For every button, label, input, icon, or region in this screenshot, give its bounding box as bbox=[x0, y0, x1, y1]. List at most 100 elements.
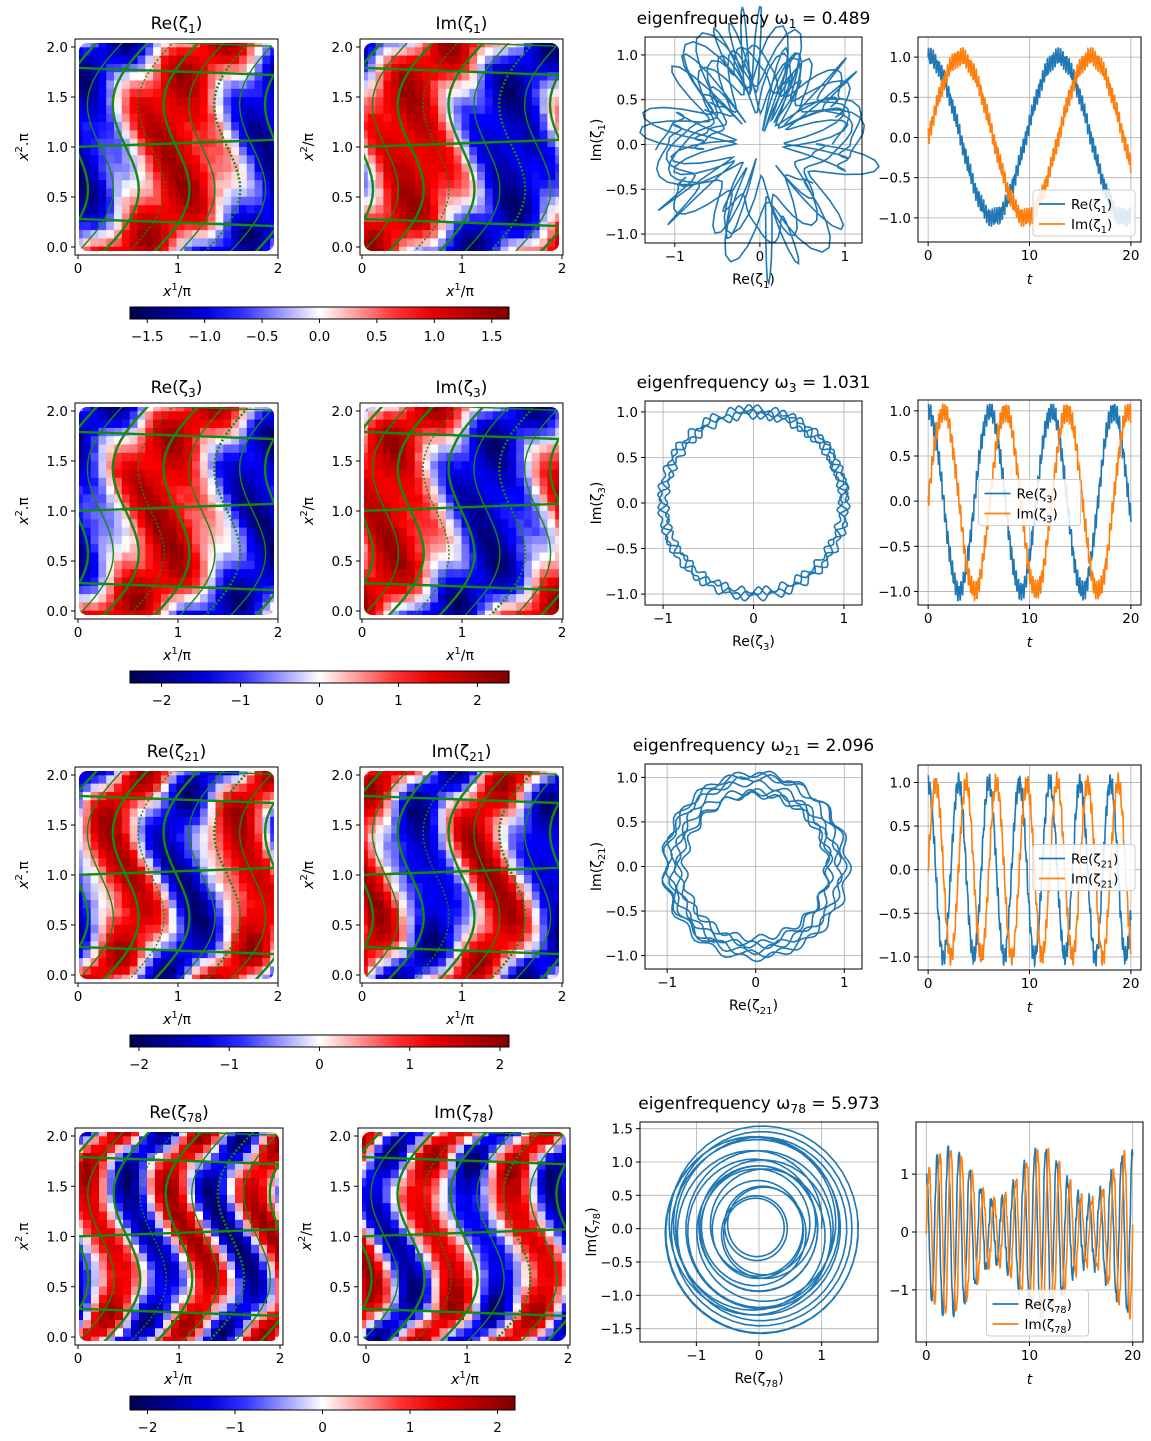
heatmap-cell bbox=[98, 966, 107, 976]
heatmap-cell bbox=[145, 80, 154, 90]
heatmap-cell bbox=[555, 113, 559, 123]
heatmap-cell bbox=[547, 419, 556, 429]
heatmap-cell bbox=[121, 436, 131, 446]
heatmap-cell bbox=[399, 585, 408, 595]
heatmap-xlabel: x1/π bbox=[445, 1010, 474, 1028]
heatmap-cell bbox=[79, 771, 84, 776]
heatmap-cell bbox=[168, 407, 178, 412]
heatmap-cell bbox=[179, 1286, 188, 1296]
heatmap-cell bbox=[79, 816, 84, 826]
heatmap-cell bbox=[516, 941, 525, 951]
heatmap-cell bbox=[79, 1228, 84, 1238]
heatmap-cell bbox=[223, 122, 232, 131]
heatmap-cell bbox=[430, 461, 439, 471]
heatmap-cell bbox=[516, 850, 525, 859]
heatmap-cell bbox=[207, 452, 217, 462]
heatmap-cell bbox=[539, 88, 548, 98]
heatmap-cell bbox=[406, 230, 416, 239]
heatmap-cell bbox=[414, 535, 424, 545]
heatmap-cell bbox=[492, 97, 502, 107]
heatmap-cell bbox=[176, 899, 185, 909]
heatmap-cell bbox=[98, 43, 107, 48]
heatmap-cell bbox=[114, 883, 123, 893]
phase-xtick-label: 0 bbox=[751, 975, 760, 991]
heatmap-cell bbox=[484, 113, 494, 123]
heatmap-cell bbox=[91, 1311, 100, 1321]
heatmap-cell bbox=[215, 552, 224, 562]
heatmap-cell bbox=[262, 519, 271, 529]
heatmap-cell bbox=[176, 602, 185, 612]
heatmap-cell bbox=[508, 205, 517, 215]
heatmap-cell bbox=[399, 444, 408, 454]
heatmap-cell bbox=[254, 43, 263, 48]
heatmap-cell bbox=[438, 775, 447, 785]
heatmap-cell bbox=[207, 246, 217, 251]
heatmap-cell bbox=[422, 933, 431, 943]
heatmap-cell bbox=[223, 138, 232, 148]
heatmap-cell bbox=[121, 808, 131, 818]
heatmap-cell bbox=[262, 866, 271, 876]
streamlines bbox=[79, 771, 274, 979]
heatmap-cell bbox=[262, 436, 271, 446]
heatmap-cell bbox=[469, 610, 478, 615]
heatmap-cell bbox=[477, 461, 486, 471]
heatmap-cell bbox=[99, 1320, 108, 1329]
heatmap-cell bbox=[492, 577, 502, 587]
heatmap-cell bbox=[207, 585, 217, 595]
heatmap-cell bbox=[422, 560, 431, 570]
heatmap-cell bbox=[168, 213, 178, 223]
heatmap-cell bbox=[438, 436, 447, 446]
heatmap-cell bbox=[90, 569, 99, 579]
heatmap-cell bbox=[106, 949, 115, 959]
heatmap-cell bbox=[414, 833, 424, 843]
heatmap-cell bbox=[539, 552, 548, 562]
heatmap-cell bbox=[364, 97, 369, 107]
heatmap-cell bbox=[153, 924, 162, 934]
heatmap-cell bbox=[539, 791, 548, 801]
heatmap-cell bbox=[147, 1278, 156, 1288]
heatmap-cell bbox=[184, 800, 193, 810]
heatmap-cell bbox=[176, 594, 185, 603]
heatmap-cell bbox=[160, 783, 170, 793]
heatmap-cell bbox=[492, 427, 502, 437]
heatmap-cell bbox=[383, 419, 392, 429]
heatmap-cell bbox=[199, 122, 209, 131]
heatmap-cell bbox=[524, 569, 533, 579]
heatmap-cell bbox=[453, 205, 463, 215]
heatmap-cell bbox=[153, 122, 162, 131]
heatmap-cell bbox=[129, 883, 139, 893]
heatmap-cell bbox=[270, 552, 274, 562]
heatmap-cell bbox=[508, 502, 517, 512]
heatmap-cell bbox=[516, 833, 525, 843]
heatmap-cell bbox=[129, 230, 139, 239]
heatmap-cell bbox=[430, 113, 439, 123]
heatmap-cell bbox=[375, 196, 384, 206]
heatmap-cell bbox=[123, 1253, 132, 1263]
heatmap-cell bbox=[176, 469, 185, 479]
heatmap-cell bbox=[231, 916, 240, 926]
heatmap-cell bbox=[516, 958, 525, 967]
heatmap-cell bbox=[223, 105, 232, 115]
heatmap-cell bbox=[422, 43, 431, 48]
heatmap-cell bbox=[477, 850, 486, 859]
heatmap-cell bbox=[114, 866, 123, 876]
heatmap-cell bbox=[90, 419, 99, 429]
heatmap-cell bbox=[270, 205, 274, 215]
heatmap-cell bbox=[246, 427, 256, 437]
heatmap-cell bbox=[98, 105, 107, 115]
heatmap-cell bbox=[231, 494, 240, 504]
heatmap-cell bbox=[406, 771, 416, 776]
heatmap-cell bbox=[477, 610, 486, 615]
heatmap-cell bbox=[176, 924, 185, 934]
heatmap-ytick-label: 1.5 bbox=[332, 818, 353, 834]
ts-ytick-label: 1.0 bbox=[890, 404, 911, 420]
heatmap-cell bbox=[383, 205, 392, 215]
heatmap-cell bbox=[192, 610, 201, 615]
heatmap-cell bbox=[131, 1236, 140, 1246]
heatmap-cell bbox=[98, 494, 107, 504]
heatmap-cell bbox=[137, 825, 146, 835]
heatmap-cell bbox=[131, 1136, 140, 1146]
heatmap-cell bbox=[254, 88, 263, 98]
heatmap-cell bbox=[414, 138, 424, 148]
heatmap-cell bbox=[500, 800, 509, 810]
